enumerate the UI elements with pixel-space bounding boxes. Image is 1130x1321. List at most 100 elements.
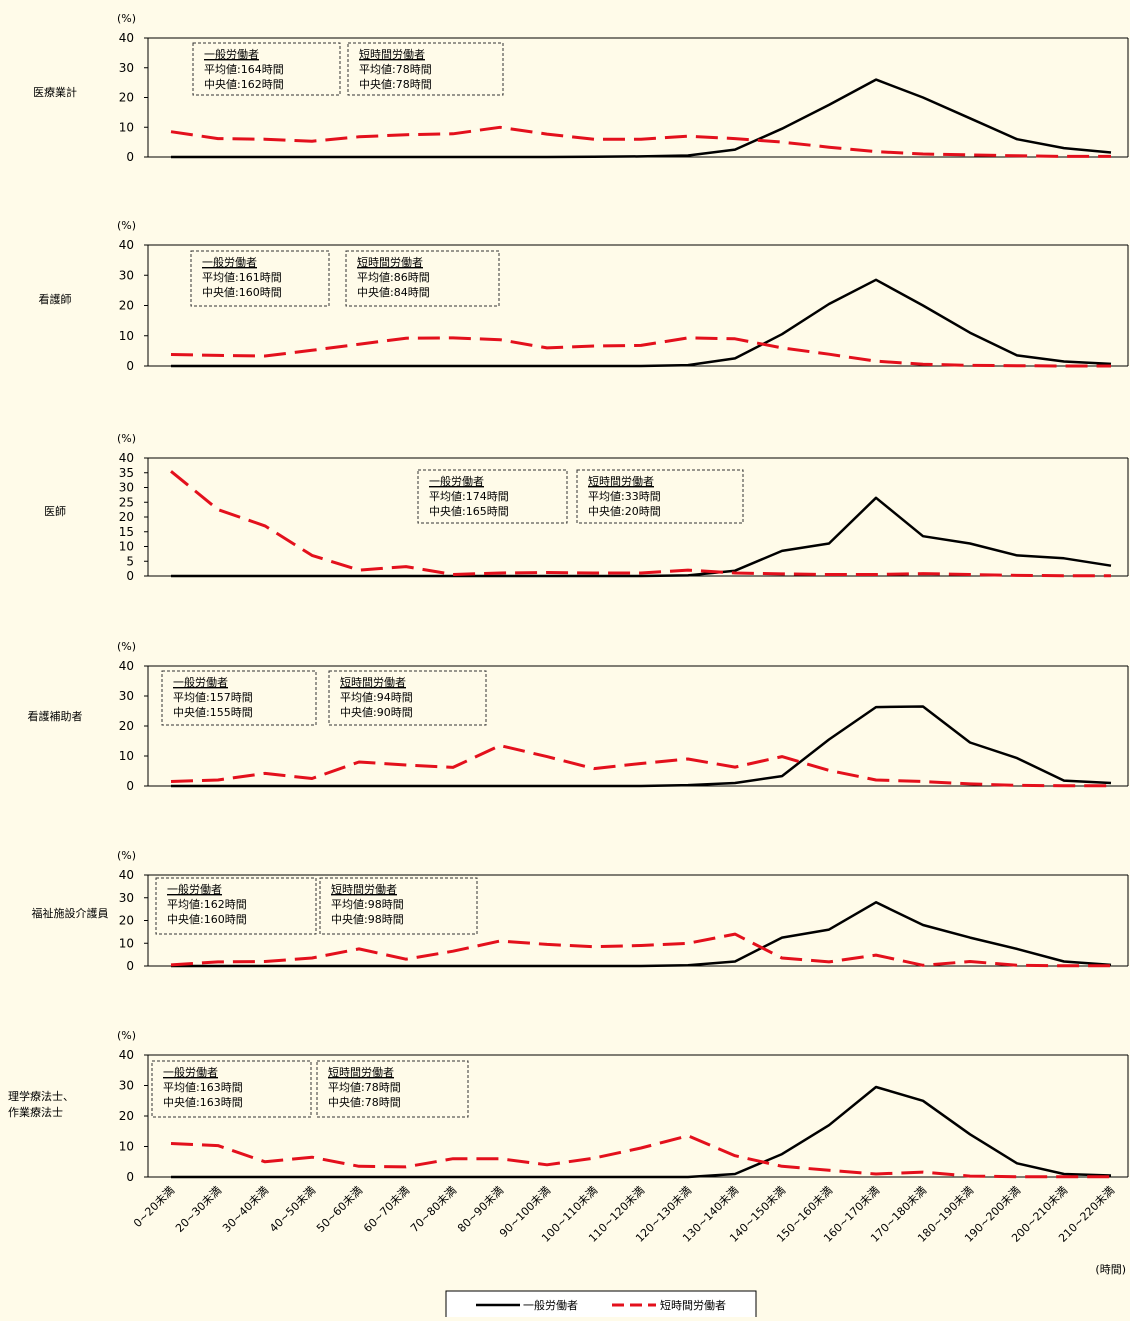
- series-line-part-time: [170, 744, 1111, 788]
- stats-box-title: 一般労働者: [163, 1065, 218, 1079]
- y-tick-label: 0: [126, 569, 134, 583]
- stats-box-median: 中央値:160時間: [167, 913, 247, 926]
- stats-box-mean: 平均値:162時間: [167, 898, 247, 911]
- x-tick-label: 0~20未満: [131, 1184, 177, 1230]
- series-line-general: [171, 78, 1112, 159]
- stats-box: [161, 670, 317, 726]
- y-unit-label: (%): [117, 432, 136, 445]
- y-tick-label: 10: [119, 120, 134, 134]
- panel-category-label: 看護補助者: [28, 709, 83, 723]
- y-tick-label: 20: [119, 1109, 134, 1123]
- y-tick-label: 30: [119, 689, 134, 703]
- stats-box-title: 短時間労働者: [588, 474, 654, 488]
- panel-category-label: 看護師: [39, 292, 72, 306]
- stats-box-mean: 平均値:174時間: [429, 490, 509, 503]
- stats-box-median: 中央値:98時間: [331, 913, 404, 926]
- stats-box-median: 中央値:78時間: [359, 78, 432, 91]
- stats-box-mean: 平均値:98時間: [331, 898, 404, 911]
- y-tick-label: 35: [119, 466, 134, 480]
- stats-box-mean: 平均値:86時間: [357, 271, 430, 284]
- stats-box-median: 中央値:78時間: [328, 1096, 401, 1109]
- y-unit-label: (%): [117, 12, 136, 25]
- stats-box-title: 短時間労働者: [359, 47, 425, 61]
- y-tick-label: 5: [126, 554, 134, 568]
- series-line-general: [171, 278, 1112, 368]
- stats-box-title: 短時間労働者: [331, 882, 397, 896]
- series-line-general: [171, 901, 1112, 968]
- y-tick-label: 10: [119, 329, 134, 343]
- y-tick-label: 0: [126, 359, 134, 373]
- stats-box-title: 短時間労働者: [328, 1065, 394, 1079]
- y-tick-label: 10: [119, 749, 134, 763]
- panel-category-label: 理学療法士、: [8, 1089, 74, 1103]
- legend-label-part-time: 短時間労働者: [660, 1298, 726, 1312]
- x-tick-label: 30~40未満: [220, 1184, 271, 1235]
- stats-box-median: 中央値:90時間: [340, 706, 413, 719]
- stats-box-median: 中央値:163時間: [163, 1096, 243, 1109]
- series-line-general: [171, 496, 1112, 578]
- stats-box-mean: 平均値:157時間: [173, 691, 253, 704]
- y-tick-label: 0: [126, 1170, 134, 1184]
- y-tick-label: 40: [119, 31, 134, 45]
- stats-box: [319, 877, 478, 935]
- y-tick-label: 40: [119, 868, 134, 882]
- stats-box: [190, 250, 330, 307]
- stats-box: [576, 469, 744, 524]
- stats-box-mean: 平均値:161時間: [202, 271, 282, 284]
- stats-box: [151, 1060, 312, 1118]
- stats-box-title: 一般労働者: [204, 47, 259, 61]
- y-tick-label: 0: [126, 779, 134, 793]
- y-tick-label: 30: [119, 481, 134, 495]
- y-tick-label: 0: [126, 959, 134, 973]
- stats-box-title: 一般労働者: [173, 675, 228, 689]
- y-unit-label: (%): [117, 1029, 136, 1042]
- y-tick-label: 20: [119, 91, 134, 105]
- x-tick-label: 80~90未満: [455, 1184, 506, 1235]
- stats-box-median: 中央値:162時間: [204, 78, 284, 91]
- series-line-part-time: [170, 125, 1111, 158]
- y-tick-label: 40: [119, 451, 134, 465]
- stats-box-median: 中央値:155時間: [173, 706, 253, 719]
- stats-box: [347, 42, 504, 96]
- y-tick-label: 30: [119, 61, 134, 75]
- x-tick-label: 20~30未満: [173, 1184, 224, 1235]
- legend-label-general: 一般労働者: [523, 1298, 578, 1312]
- x-tick-label: 40~50未満: [267, 1184, 318, 1235]
- y-tick-label: 40: [119, 238, 134, 252]
- x-tick-label: 50~60未満: [314, 1184, 365, 1235]
- series-line-general: [171, 705, 1112, 788]
- y-tick-label: 20: [119, 719, 134, 733]
- x-tick-label: 70~80未満: [408, 1184, 459, 1235]
- y-unit-label: (%): [117, 849, 136, 862]
- stats-box-median: 中央値:160時間: [202, 286, 282, 299]
- y-tick-label: 10: [119, 1140, 134, 1154]
- stats-box-mean: 平均値:164時間: [204, 63, 284, 76]
- x-tick-label: 60~70未満: [361, 1184, 412, 1235]
- y-tick-label: 30: [119, 891, 134, 905]
- y-tick-label: 30: [119, 268, 134, 282]
- stats-box-mean: 平均値:163時間: [163, 1081, 243, 1094]
- stats-box: [155, 877, 317, 935]
- stats-box-title: 一般労働者: [167, 882, 222, 896]
- stats-box-title: 短時間労働者: [340, 675, 406, 689]
- y-tick-label: 30: [119, 1079, 134, 1093]
- stats-box-title: 一般労働者: [202, 255, 257, 269]
- stats-box-mean: 平均値:94時間: [340, 691, 413, 704]
- y-tick-label: 10: [119, 936, 134, 950]
- stats-box: [316, 1060, 469, 1118]
- stats-box: [417, 469, 568, 524]
- panel-category-label: 作業療法士: [8, 1105, 63, 1119]
- y-tick-label: 0: [126, 150, 134, 164]
- stats-box-mean: 平均値:78時間: [359, 63, 432, 76]
- stats-box: [328, 670, 487, 726]
- series-line-part-time: [170, 336, 1111, 368]
- stats-box-mean: 平均値:78時間: [328, 1081, 401, 1094]
- series-line-part-time: [170, 470, 1111, 578]
- y-tick-label: 20: [119, 914, 134, 928]
- y-tick-label: 20: [119, 510, 134, 524]
- stats-box-title: 一般労働者: [429, 474, 484, 488]
- stats-box: [192, 42, 341, 96]
- y-unit-label: (%): [117, 640, 136, 653]
- stats-box-median: 中央値:84時間: [357, 286, 430, 299]
- y-tick-label: 40: [119, 1048, 134, 1062]
